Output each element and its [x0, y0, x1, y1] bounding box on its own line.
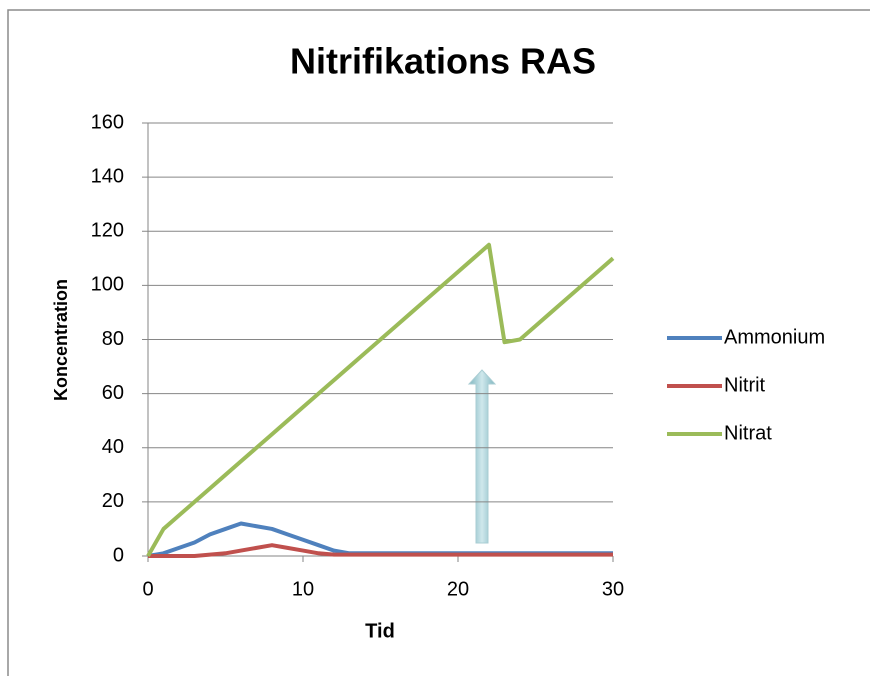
y-tick-label: 40	[102, 436, 124, 458]
legend-label: Nitrit	[724, 374, 766, 396]
chart-title: Nitrifikations RAS	[290, 41, 596, 82]
y-tick-label: 80	[102, 328, 124, 350]
chart-frame	[7, 9, 870, 676]
x-tick-label: 30	[602, 578, 624, 600]
legend-label: Nitrat	[724, 422, 772, 444]
x-tick-label: 10	[292, 578, 314, 600]
x-tick-label: 20	[447, 578, 469, 600]
series-line	[147, 521, 613, 558]
y-tick-label: 120	[91, 220, 124, 242]
y-tick-label: 160	[91, 111, 124, 133]
y-axis-label: Koncentration	[51, 279, 71, 401]
y-tick-label: 20	[102, 490, 124, 512]
x-axis-label: Tid	[365, 620, 395, 642]
series-line	[146, 242, 615, 557]
x-tick-label: 0	[142, 578, 153, 600]
arrow	[467, 369, 497, 544]
y-tick-label: 0	[113, 544, 124, 566]
legend-label: Ammonium	[724, 326, 825, 348]
y-tick-label: 100	[91, 274, 124, 296]
series-line	[148, 543, 613, 558]
y-tick-label: 60	[102, 382, 124, 404]
y-tick-label: 140	[91, 165, 124, 187]
